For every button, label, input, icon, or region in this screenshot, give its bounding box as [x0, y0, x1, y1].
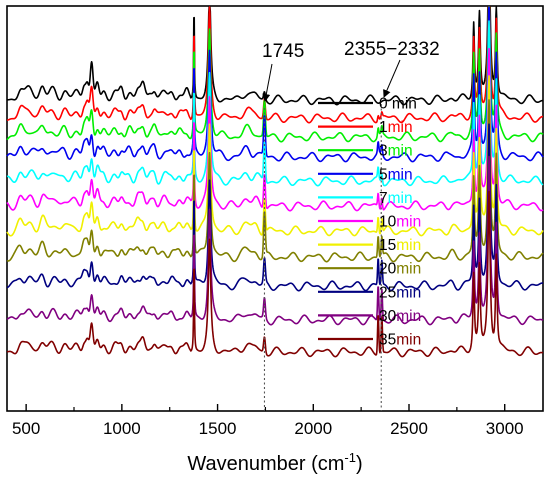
legend-entry: 7min: [379, 190, 413, 207]
x-tick-label: 1000: [103, 419, 141, 438]
spectrum-line: [6, 6, 544, 124]
x-tick-label: 1500: [199, 419, 237, 438]
annotation-arrow: [262, 63, 273, 102]
legend-entry: 5min: [379, 166, 413, 183]
x-tick-label: 500: [12, 419, 40, 438]
spectrum-line: [6, 6, 544, 143]
legend-entry: 10min: [379, 214, 421, 231]
x-axis-title: Wavenumber (cm-1): [187, 450, 362, 475]
spectrum-line: [6, 47, 544, 212]
legend-entry: 25min: [379, 284, 421, 301]
legend-entry: 3min: [379, 143, 413, 160]
x-tick-label: 2500: [390, 419, 428, 438]
spectrum-line: [6, 6, 544, 106]
legend-entry: 30min: [379, 308, 421, 325]
legend-entry: 35min: [379, 332, 421, 349]
legend-entry: 0 min: [379, 96, 417, 113]
spectrum-line: [6, 20, 544, 187]
plot-frame: [6, 5, 544, 412]
reference-lines: 1745 2355−2332: [262, 39, 440, 411]
spectrum-line: [6, 75, 544, 237]
annotation-label: 2355−2332: [344, 39, 440, 60]
series-lines: [6, 6, 544, 358]
legend: 0 min 1min 3min 5min 7min 10min 15min 20min 25mi…: [318, 96, 421, 349]
annotation-arrow: [383, 59, 401, 98]
spectrum-line: [6, 190, 544, 358]
legend-entry: 15min: [379, 237, 421, 254]
spectrum-line: [6, 6, 544, 163]
legend-entry: 1min: [379, 119, 413, 136]
spectrum-line: [6, 123, 544, 292]
legend-entry: 20min: [379, 261, 421, 278]
x-axis-ticks: 500 1000 1500 2000 2500 3000: [12, 404, 524, 438]
annotation-label: 1745: [262, 41, 304, 62]
spectrum-line: [6, 99, 544, 263]
spectrum-line: [6, 155, 544, 326]
x-tick-label: 3000: [486, 419, 524, 438]
x-tick-label: 2000: [294, 419, 332, 438]
